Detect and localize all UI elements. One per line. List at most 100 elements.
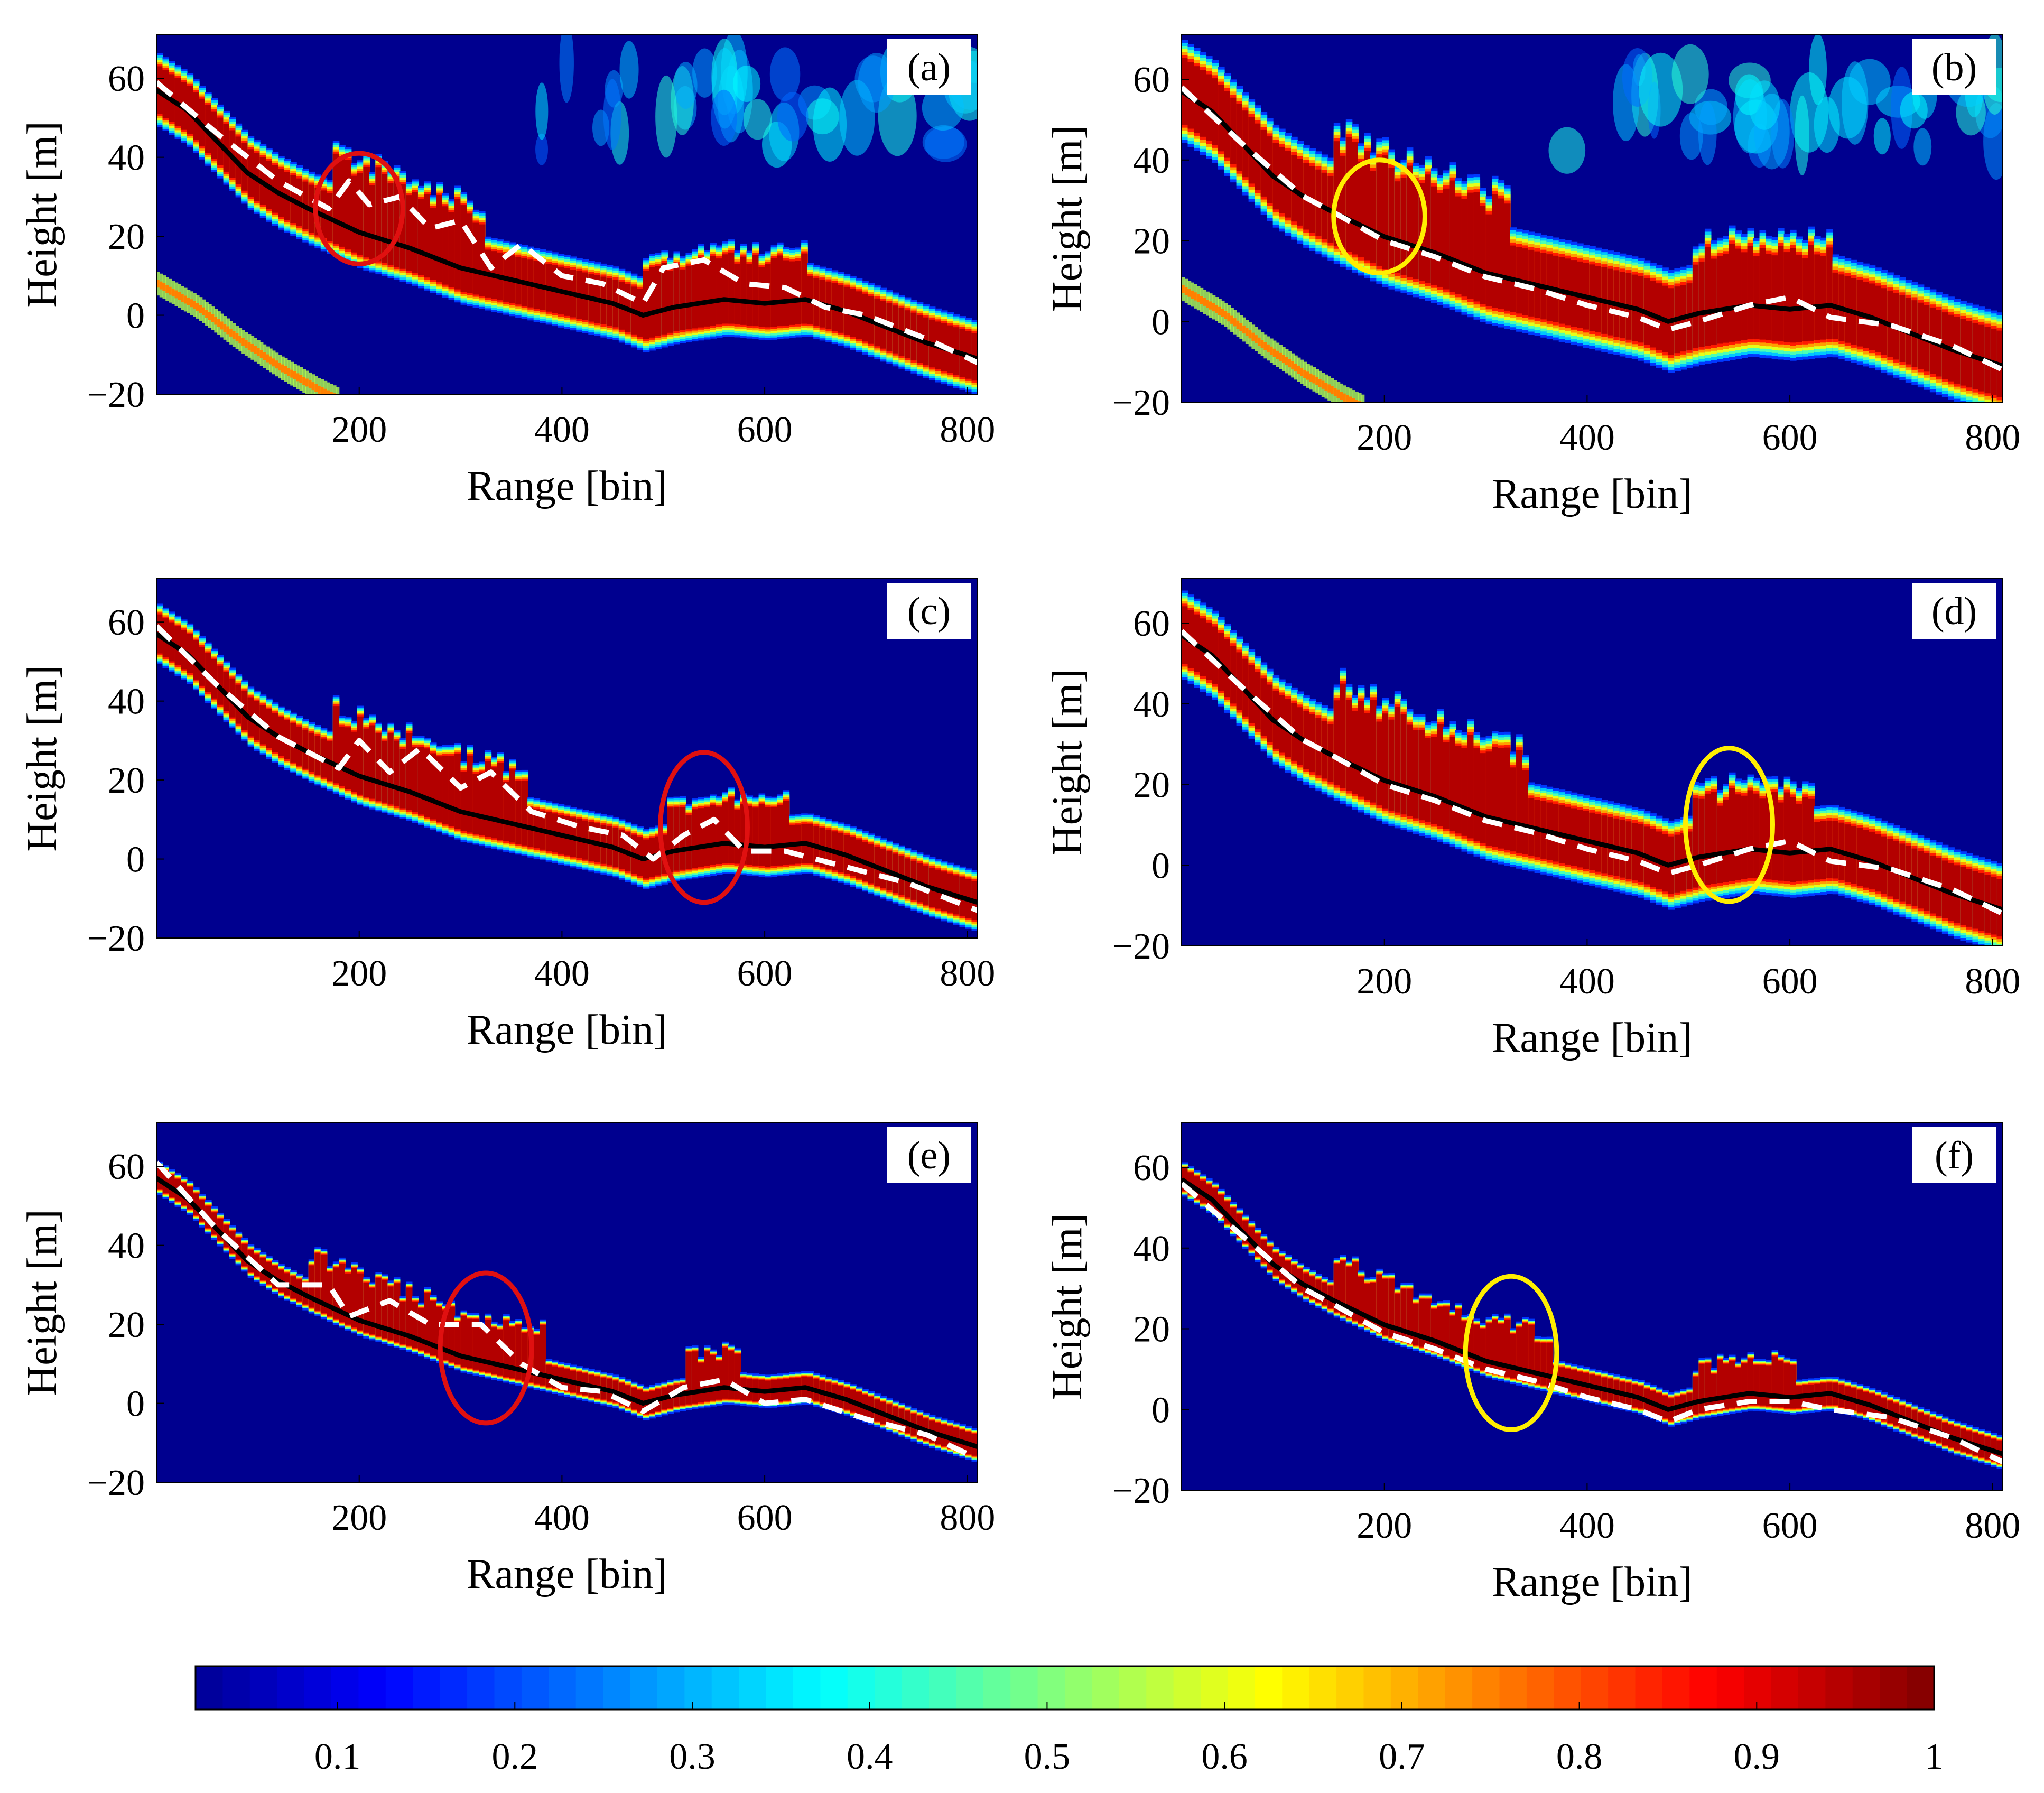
y-tick-label: 40 bbox=[108, 138, 145, 179]
x-tick-label: 800 bbox=[1965, 961, 2020, 1002]
ghost-band-core bbox=[1257, 337, 1261, 346]
plot-frame bbox=[156, 34, 978, 395]
band-cell bbox=[491, 767, 498, 839]
band-cell bbox=[722, 802, 729, 863]
band-cell bbox=[497, 1330, 504, 1376]
plot-frame bbox=[1181, 578, 2003, 946]
band-cell bbox=[369, 725, 376, 799]
noise-patch bbox=[813, 87, 847, 162]
ghost-band-core bbox=[259, 350, 264, 358]
ghost-band-core bbox=[1297, 365, 1301, 374]
y-axis-label: Height [m] bbox=[1044, 669, 1091, 856]
y-tick-label: −20 bbox=[1112, 926, 1170, 967]
band-cell bbox=[442, 755, 449, 824]
band-cell bbox=[363, 728, 370, 797]
band-cell bbox=[1473, 192, 1481, 302]
band-cell bbox=[1510, 767, 1517, 852]
ghost-band-core bbox=[293, 371, 297, 379]
band-cell bbox=[405, 733, 413, 811]
band-cell bbox=[1224, 91, 1231, 158]
band-cell bbox=[1236, 104, 1243, 171]
ghost-band-core bbox=[266, 354, 270, 363]
band-cell bbox=[1802, 258, 1809, 342]
highlight-ellipse bbox=[313, 151, 405, 266]
band-cell bbox=[1704, 247, 1712, 346]
ghost-band-core bbox=[199, 305, 203, 313]
band-cell bbox=[777, 805, 784, 866]
band-cell bbox=[710, 1355, 717, 1401]
band-cell bbox=[217, 117, 224, 165]
band-cell bbox=[1437, 724, 1444, 826]
ghost-band-core bbox=[320, 387, 324, 394]
ghost-band-core bbox=[275, 360, 279, 369]
terrain-line bbox=[156, 88, 978, 361]
band-cell bbox=[509, 769, 516, 843]
noise-patch bbox=[655, 75, 677, 158]
band-cell bbox=[698, 808, 704, 867]
band-cell bbox=[728, 252, 735, 324]
ghost-band-core bbox=[1291, 361, 1295, 370]
band-cell bbox=[1340, 155, 1346, 249]
ghost-band-core bbox=[214, 317, 218, 325]
estimated-height-line bbox=[156, 80, 978, 365]
heatmap-image bbox=[156, 1123, 978, 1482]
ghost-band-core bbox=[296, 373, 300, 382]
band-cell bbox=[1692, 264, 1699, 349]
y-tick-label: −20 bbox=[1112, 383, 1170, 423]
ghost-band-core bbox=[235, 333, 239, 341]
ghost-band-core bbox=[1355, 400, 1359, 402]
terrain-line bbox=[1182, 633, 2003, 912]
ghost-band-core bbox=[1227, 313, 1231, 322]
band-cell bbox=[765, 264, 772, 328]
y-axis-label: Height [m] bbox=[19, 121, 66, 308]
band-cell bbox=[332, 153, 340, 244]
band-cell bbox=[783, 801, 790, 865]
band-cell bbox=[1218, 633, 1225, 691]
x-tick-label: 400 bbox=[1559, 417, 1615, 458]
band-cell bbox=[448, 756, 456, 826]
band-cell bbox=[1826, 247, 1833, 339]
noise-patch bbox=[1873, 118, 1891, 155]
band-cell bbox=[661, 263, 668, 335]
band-cell bbox=[467, 213, 473, 293]
band-cell bbox=[1716, 805, 1724, 884]
band-cell bbox=[1698, 261, 1705, 347]
band-cell bbox=[1516, 750, 1523, 853]
noise-patch bbox=[1900, 92, 1928, 129]
ghost-band-core bbox=[1340, 392, 1344, 400]
ghost-band-core bbox=[196, 303, 200, 311]
y-tick-label: −20 bbox=[87, 375, 145, 415]
x-axis-label: Range [bin] bbox=[467, 1007, 667, 1053]
ghost-band-core bbox=[318, 385, 321, 394]
band-cell bbox=[521, 781, 528, 846]
band-cell bbox=[1425, 738, 1432, 822]
ghost-band-core bbox=[336, 395, 340, 403]
highlight-ellipse bbox=[1331, 157, 1427, 276]
band-cell bbox=[1345, 137, 1353, 252]
band-cell bbox=[1504, 203, 1511, 311]
ghost-band-core bbox=[308, 380, 312, 388]
noise-patch bbox=[922, 85, 964, 131]
ghost-band-core bbox=[1288, 359, 1292, 368]
noise-patch bbox=[1694, 89, 1727, 125]
band-cell bbox=[515, 781, 522, 844]
ghost-band-core bbox=[254, 346, 257, 354]
noise-patch bbox=[1548, 127, 1586, 174]
ghost-band-core bbox=[1260, 340, 1265, 348]
ghost-band-core bbox=[217, 319, 221, 327]
band-cell bbox=[314, 1253, 321, 1311]
ghost-band-core bbox=[299, 375, 303, 383]
noise-patch bbox=[924, 126, 967, 162]
band-cell bbox=[1480, 206, 1486, 304]
band-cell bbox=[1704, 793, 1712, 885]
ghost-band-core bbox=[159, 281, 163, 290]
ghost-band-core bbox=[1200, 296, 1204, 304]
band-cell bbox=[746, 264, 754, 326]
band-cell bbox=[801, 253, 808, 324]
ghost-band-core bbox=[1187, 289, 1192, 297]
band-cell bbox=[1467, 734, 1474, 839]
